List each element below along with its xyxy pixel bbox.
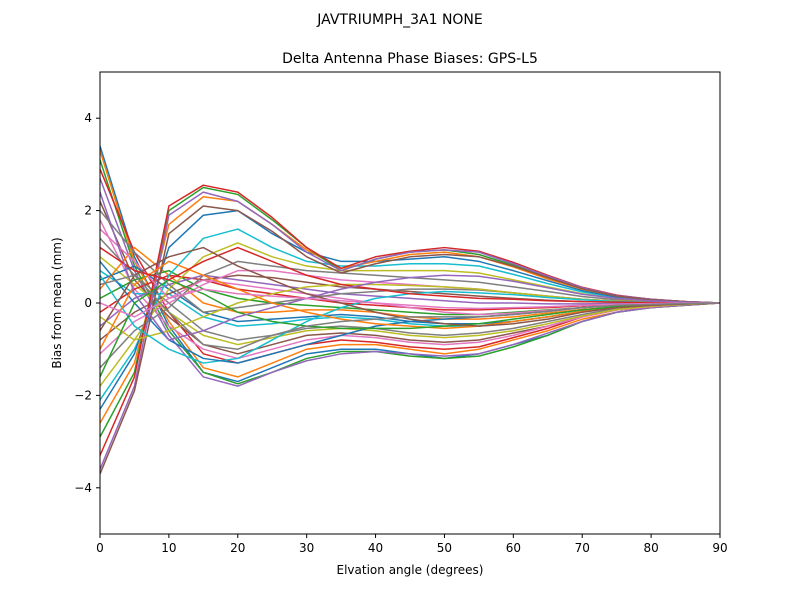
series-line	[100, 256, 720, 346]
y-axis: −4 −2 0 2 4	[74, 111, 100, 495]
y-tick-label: 4	[84, 111, 92, 125]
series-line	[100, 205, 720, 475]
y-tick-label: −4	[74, 481, 92, 495]
y-tick-label: 0	[84, 296, 92, 310]
chart-suptitle: JAVTRIUMPH_3A1 NONE	[316, 12, 483, 28]
series-group	[100, 145, 720, 475]
y-tick-label: 2	[84, 204, 92, 218]
x-axis-label: Elvation angle (degrees)	[337, 563, 484, 577]
x-tick-label: 10	[161, 541, 176, 555]
plot-area	[99, 71, 721, 535]
series-line	[100, 274, 720, 350]
x-tick-label: 80	[643, 541, 658, 555]
series-line	[100, 191, 720, 341]
x-tick-label: 0	[96, 541, 104, 555]
x-tick-label: 60	[506, 541, 521, 555]
x-tick-label: 20	[230, 541, 245, 555]
series-line	[100, 279, 720, 378]
chart-title: Delta Antenna Phase Biases: GPS-L5	[282, 51, 538, 67]
y-axis-label: Bias from mean (mm)	[50, 237, 64, 368]
series-line	[100, 246, 720, 304]
y-tick-label: −2	[74, 388, 92, 402]
x-tick-label: 70	[575, 541, 590, 555]
x-tick-label: 30	[299, 541, 314, 555]
x-tick-label: 50	[437, 541, 452, 555]
x-tick-label: 90	[712, 541, 727, 555]
series-line	[100, 288, 720, 318]
series-line	[100, 209, 720, 410]
series-line	[100, 177, 720, 387]
series-line	[100, 246, 720, 332]
x-axis: 0 10 20 30 40 50 60 70 80 90	[96, 534, 728, 555]
x-tick-label: 40	[368, 541, 383, 555]
